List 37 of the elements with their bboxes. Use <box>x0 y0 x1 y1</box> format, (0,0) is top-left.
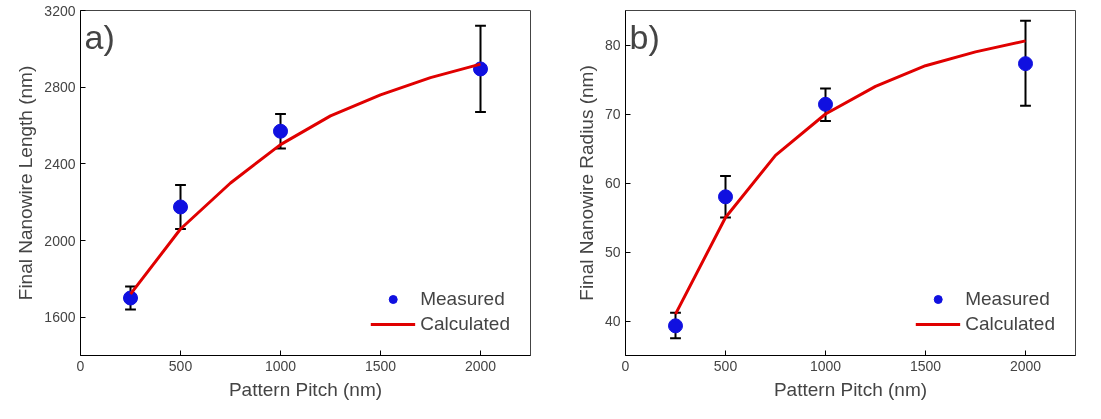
annotation: a) <box>84 17 115 56</box>
x-tick-label: 2000 <box>1009 357 1042 374</box>
y-tick-label: 40 <box>604 313 621 329</box>
x-tick-label: 0 <box>76 357 85 374</box>
legend-label: Calculated <box>965 313 1055 335</box>
y-tick-label: 3200 <box>44 2 76 19</box>
point <box>668 318 683 334</box>
x-tick-label: 500 <box>713 357 738 374</box>
point <box>1018 56 1033 72</box>
legend-label: Calculated <box>420 313 510 335</box>
point <box>718 189 733 205</box>
legend-label: Measured <box>420 288 505 310</box>
x-tick-label: 2000 <box>464 357 497 374</box>
point <box>123 290 138 306</box>
y-tick-label: 70 <box>604 106 621 122</box>
x-tick-label: 1500 <box>364 357 397 374</box>
y-tick-label: 2000 <box>44 232 76 249</box>
y-tick-label: 60 <box>604 175 621 191</box>
x-tick-label: 500 <box>168 357 193 374</box>
y-tick-label: 80 <box>604 37 621 53</box>
x-axis-title: Pattern Pitch (nm) <box>773 378 928 400</box>
y-axis-title: Final Nanowire Radius (nm) <box>575 65 597 301</box>
legend-label: Measured <box>965 288 1050 310</box>
y-axis-title: Final Nanowire Length (nm) <box>15 65 37 301</box>
point <box>273 123 288 139</box>
y-tick-label: 50 <box>604 244 621 260</box>
point <box>818 96 833 112</box>
y-tick-label: 1600 <box>44 309 76 326</box>
x-axis-title: Pattern Pitch (nm) <box>228 378 383 400</box>
point <box>173 199 188 215</box>
x-tick-label: 1500 <box>909 357 942 374</box>
x-tick-label: 0 <box>621 357 630 374</box>
y-tick-label: 2400 <box>44 155 76 172</box>
annotation: b) <box>629 17 660 56</box>
y-tick-label: 2800 <box>44 79 76 96</box>
x-tick-label: 1000 <box>264 357 297 374</box>
x-tick-label: 1000 <box>809 357 842 374</box>
